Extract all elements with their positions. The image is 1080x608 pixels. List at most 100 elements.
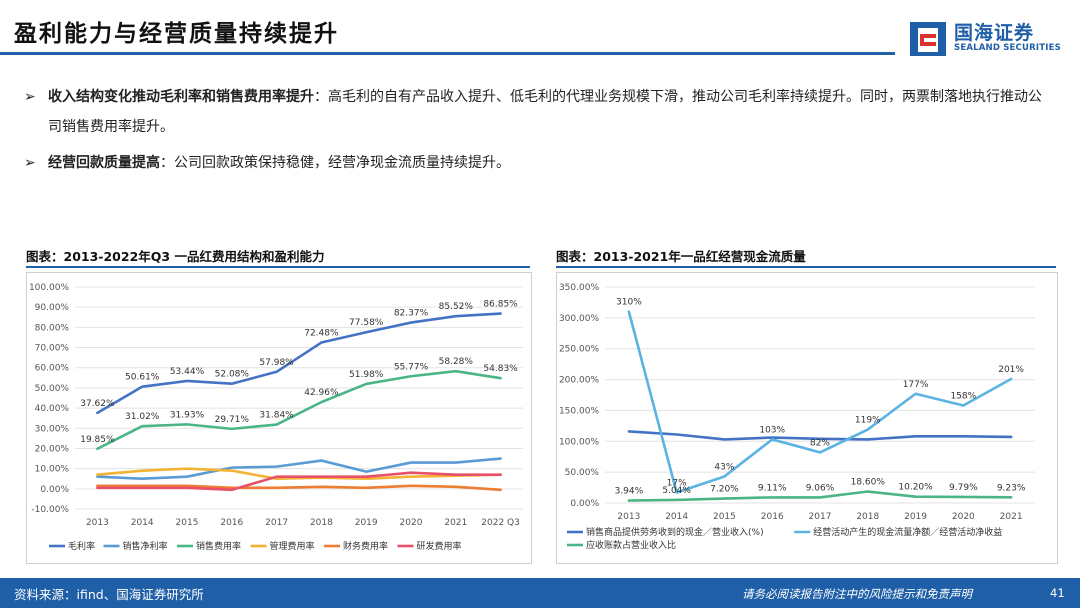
right-chart-panel: 0.00% 50.00% 100.00% 150.00% 200.00% 250.00% 3… xyxy=(556,272,1058,564)
left-chart-panel: -10.00% 0.00% 10.00% 20.00% 30.00% 40.00% 50.0… xyxy=(26,272,532,564)
bullet-heading: 收入结构变化推动毛利率和销售费用率提升 xyxy=(48,89,314,105)
y-tick-label: 70.00% xyxy=(35,344,70,354)
data-label: 37.62% xyxy=(80,399,115,409)
data-label: 9.11% xyxy=(758,483,787,493)
y-tick-label: 80.00% xyxy=(35,323,70,333)
y-tick-label: 0.00% xyxy=(40,485,69,495)
data-label: 7.20% xyxy=(710,485,739,495)
series-line xyxy=(96,471,502,492)
y-tick-label: 150.00% xyxy=(559,406,599,416)
x-tick-label: 2021 xyxy=(1000,512,1023,522)
y-tick-label: 250.00% xyxy=(559,345,599,355)
series-line xyxy=(627,490,1013,502)
y-tick-label: 50.00% xyxy=(35,384,70,394)
left-line-chart: -10.00% 0.00% 10.00% 20.00% 30.00% 40.00% 50.0… xyxy=(29,283,523,552)
data-label: 9.23% xyxy=(997,483,1026,493)
bullet-text: ：公司回款政策保持稳健，经营净现金流质量持续提升。 xyxy=(160,155,510,171)
legend-label: 管理费用率 xyxy=(270,540,315,552)
company-logo: 国海证券 SEALAND SECURITIES xyxy=(908,18,1068,60)
x-tick-label: 2018 xyxy=(310,518,333,528)
x-tick-label: 2017 xyxy=(265,518,288,528)
data-label: 103% xyxy=(759,425,785,435)
y-tick-label: 100.00% xyxy=(29,283,69,293)
y-tick-label: 40.00% xyxy=(35,404,70,414)
data-label: 58.28% xyxy=(439,357,474,367)
legend-label: 销售商品提供劳务收到的现金／营业收入(%) xyxy=(586,526,764,538)
data-label: 50.61% xyxy=(125,373,160,383)
series-line xyxy=(96,484,502,492)
data-label: 158% xyxy=(950,391,976,401)
data-label: 31.93% xyxy=(170,410,205,420)
arrow-bullet-icon: ➢ xyxy=(24,89,36,105)
data-label: 201% xyxy=(998,365,1024,375)
data-label: 54.83% xyxy=(483,364,518,374)
x-tick-label: 2020 xyxy=(400,518,423,528)
footer-disclaimer: 请务必阅读报告附注中的风险提示和免责声明 xyxy=(742,587,972,601)
data-label: 72.48% xyxy=(304,329,339,339)
data-label: 42.96% xyxy=(304,388,339,398)
left-chart-title: 图表：2013-2022年Q3 一品红费用结构和盈利能力 xyxy=(26,249,325,264)
y-tick-label: 30.00% xyxy=(35,424,70,434)
data-label: 51.98% xyxy=(349,370,384,380)
logo-mark-icon xyxy=(910,22,946,56)
data-label: 82% xyxy=(810,438,830,448)
legend-label: 应收账款占营业收入比 xyxy=(586,539,676,551)
y-tick-label: 60.00% xyxy=(35,364,70,374)
data-label: 55.77% xyxy=(394,362,429,372)
legend-label: 研发费用率 xyxy=(417,540,462,552)
logo-name-en: SEALAND SECURITIES xyxy=(954,43,1061,53)
data-label: 52.08% xyxy=(215,370,250,380)
header-divider xyxy=(0,52,895,55)
x-tick-label: 2017 xyxy=(809,512,832,522)
x-tick-label: 2022 Q3 xyxy=(481,518,520,528)
legend-label: 毛利率 xyxy=(68,540,95,552)
legend-label: 销售费用率 xyxy=(196,540,241,552)
footer-bar: 资料来源：ifind、国海证券研究所 请务必阅读报告附注中的风险提示和免责声明 … xyxy=(0,578,1080,608)
legend-label: 经营活动产生的现金流量净额／经营活动净收益 xyxy=(813,526,1002,538)
y-tick-label: 100.00% xyxy=(559,437,599,447)
x-tick-label: 2021 xyxy=(444,518,467,528)
legend-label: 财务费用率 xyxy=(343,540,388,552)
right-chart-title: 图表：2013-2021年一品红经营现金流质量 xyxy=(556,249,806,264)
y-tick-label: -10.00% xyxy=(31,505,69,515)
right-chart-title-underline xyxy=(556,266,1056,268)
data-label: 82.37% xyxy=(394,309,429,319)
x-tick-label: 2016 xyxy=(761,512,784,522)
x-tick-label: 2013 xyxy=(617,512,640,522)
data-label: 9.06% xyxy=(806,483,835,493)
data-label: 18.60% xyxy=(851,478,886,488)
x-tick-label: 2019 xyxy=(904,512,927,522)
y-tick-label: 300.00% xyxy=(559,314,599,324)
x-tick-label: 2014 xyxy=(131,518,154,528)
arrow-bullet-icon: ➢ xyxy=(24,155,36,171)
data-label: 29.71% xyxy=(215,415,250,425)
x-tick-label: 2019 xyxy=(355,518,378,528)
bullet-heading: 经营回款质量提高 xyxy=(48,155,160,171)
data-label: 177% xyxy=(903,380,929,390)
data-label: 43% xyxy=(714,462,734,472)
bullet-text: ：高毛利的自有产品收入提升、低毛利的代理业务规模下滑，推动公司毛利率持续提升。同… xyxy=(48,89,1042,135)
bullet-item: ➢ 收入结构变化推动毛利率和销售费用率提升：高毛利的自有产品收入提升、低毛利的代… xyxy=(24,82,1054,142)
data-label: 10.20% xyxy=(898,483,933,493)
x-tick-label: 2015 xyxy=(713,512,736,522)
x-tick-label: 2020 xyxy=(952,512,975,522)
bullet-item: ➢ 经营回款质量提高：公司回款政策保持稳健，经营净现金流质量持续提升。 xyxy=(24,148,1054,178)
x-tick-label: 2013 xyxy=(86,518,109,528)
data-label: 3.94% xyxy=(615,487,644,497)
y-tick-label: 50.00% xyxy=(565,468,600,478)
series-line xyxy=(96,312,502,415)
y-tick-label: 0.00% xyxy=(570,499,599,509)
series-line xyxy=(96,457,502,481)
data-label: 31.84% xyxy=(259,411,294,421)
series-line xyxy=(96,467,502,481)
y-tick-label: 200.00% xyxy=(559,376,599,386)
data-label: 57.98% xyxy=(259,358,294,368)
data-label: 119% xyxy=(855,416,881,426)
right-line-chart: 0.00% 50.00% 100.00% 150.00% 200.00% 250.00% 3… xyxy=(559,283,1035,551)
series-line xyxy=(627,310,1013,494)
logo-name-cn: 国海证券 xyxy=(954,22,1035,44)
x-tick-label: 2015 xyxy=(176,518,199,528)
data-label: 5.04% xyxy=(662,486,691,496)
y-tick-label: 350.00% xyxy=(559,283,599,293)
data-label: 31.02% xyxy=(125,412,160,422)
